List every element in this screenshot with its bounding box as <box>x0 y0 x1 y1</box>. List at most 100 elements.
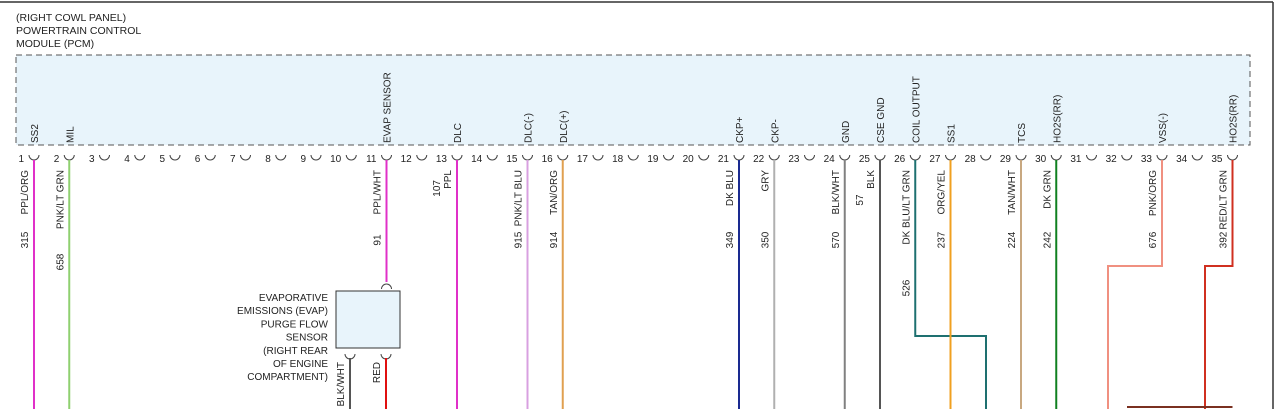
pin-connector <box>63 154 75 161</box>
wire-color-code: DK GRN <box>1042 170 1053 209</box>
pin-connector <box>345 154 357 161</box>
pin-number: 31 <box>1070 154 1082 165</box>
pin-connector <box>804 154 815 161</box>
pin-connector <box>1015 154 1027 161</box>
pin-number: 35 <box>1211 154 1223 165</box>
sensor-label: EMISSIONS (EVAP) <box>237 306 328 317</box>
pin-number: 2 <box>54 154 60 165</box>
pin-number: 29 <box>1000 154 1012 165</box>
pin-label: SS2 <box>30 124 41 143</box>
pin-connector <box>733 154 745 161</box>
circuit-number: 915 <box>514 231 525 248</box>
pin-connector <box>451 154 463 161</box>
pin-connector <box>592 154 604 161</box>
pin-connector <box>874 154 886 161</box>
wire-color-code: PPL/WHT <box>373 170 384 214</box>
wire-color-code: ORG/YEL <box>937 170 948 215</box>
pin-number: 7 <box>230 154 236 165</box>
pin-label: SS1 <box>947 124 958 143</box>
sensor-label: (RIGHT REAR <box>263 346 328 357</box>
pin-connector <box>28 154 40 161</box>
pin-connector <box>416 154 428 161</box>
pin-number: 5 <box>159 154 165 165</box>
sensor-label: PURGE FLOW <box>261 319 329 330</box>
circuit-number: 107 <box>432 180 443 197</box>
wire <box>1204 160 1234 409</box>
pin-number: 34 <box>1176 154 1188 165</box>
circuit-number: 676 <box>1148 231 1159 248</box>
pin-connector <box>99 154 110 161</box>
pin-number: 16 <box>542 154 554 165</box>
pin-number: 8 <box>265 154 271 165</box>
pin-connector <box>310 154 322 161</box>
pin-connector <box>768 154 780 161</box>
header-line: POWERTRAIN CONTROL <box>16 25 141 37</box>
header-line: (RIGHT COWL PANEL) <box>16 12 126 24</box>
pin-connector <box>1191 154 1203 161</box>
wire-color-code: BLK/WHT <box>831 170 842 214</box>
pin-label: MIL <box>65 126 76 143</box>
pin-label: CKP+ <box>735 116 746 143</box>
wire-color-code: PNK/ORG <box>1148 170 1159 216</box>
pin-number: 33 <box>1141 154 1153 165</box>
pin-number: 17 <box>577 154 589 165</box>
circuit-number: 914 <box>549 231 560 248</box>
pin-number: 26 <box>894 154 906 165</box>
circuit-number: 315 <box>20 231 31 248</box>
pin-number: 27 <box>929 154 941 165</box>
sensor-label: COMPARTMENT) <box>247 372 328 383</box>
circuit-number: 224 <box>1007 231 1018 248</box>
pin-label: VSS(-) <box>1158 113 1169 143</box>
pin-connector <box>980 154 992 161</box>
pin-connector <box>1050 154 1062 161</box>
wire-color-code: DK BLU <box>725 170 736 206</box>
wire-color-code: PPL/ORG <box>20 170 31 215</box>
pin-number: 6 <box>195 154 201 165</box>
wire-color-code: PNK/LT GRN <box>55 170 66 229</box>
pin-label: HO2S(RR) <box>1052 95 1063 143</box>
pin-connector <box>522 154 533 161</box>
wire-color-code: GRY <box>760 170 771 192</box>
pin-number: 20 <box>683 154 695 165</box>
pin-connector <box>486 154 498 161</box>
pin-connector <box>663 154 674 161</box>
pin-label: CSE GND <box>876 97 887 143</box>
pin-label: TCS <box>1017 123 1028 143</box>
circuit-number: 526 <box>901 279 912 296</box>
wire-color-code: DK BLU/LT GRN <box>901 170 912 245</box>
pin-label: HO2S(RR) <box>1229 95 1240 143</box>
wire-color-code: RED/LT GRN <box>1219 170 1230 230</box>
pin-number: 1 <box>18 154 24 165</box>
pin-connector <box>1121 154 1133 161</box>
pin-connector <box>1156 154 1168 161</box>
pin-number: 12 <box>401 154 413 165</box>
pin-connector <box>839 154 851 161</box>
circuit-number: 349 <box>725 231 736 248</box>
sensor-wire-color-code: BLK/WHT <box>336 362 347 406</box>
pin-number: 9 <box>300 154 306 165</box>
pin-number: 24 <box>824 154 836 165</box>
circuit-number: 237 <box>937 231 948 248</box>
pin-number: 14 <box>471 154 483 165</box>
wire-connector <box>381 283 392 290</box>
pin-number: 23 <box>788 154 800 165</box>
pin-number: 25 <box>859 154 871 165</box>
pin-label: DLC(+) <box>559 110 570 143</box>
pin-number: 18 <box>612 154 624 165</box>
pin-number: 30 <box>1035 154 1047 165</box>
circuit-number: 392 <box>1219 231 1230 248</box>
pin-number: 3 <box>89 154 95 165</box>
circuit-number: 658 <box>55 253 66 270</box>
pin-connector <box>945 154 956 161</box>
pin-number: 21 <box>718 154 730 165</box>
pin-connector <box>275 154 287 161</box>
circuit-number: 242 <box>1042 231 1053 248</box>
pin-label: EVAP SENSOR <box>383 72 394 143</box>
pin-connector <box>204 154 216 161</box>
pin-connector <box>557 154 569 161</box>
pin-connector <box>909 154 921 161</box>
sensor-label: OF ENGINE <box>273 359 328 370</box>
wire-color-code: BLK <box>866 170 877 189</box>
pin-label: COIL OUTPUT <box>911 76 922 143</box>
